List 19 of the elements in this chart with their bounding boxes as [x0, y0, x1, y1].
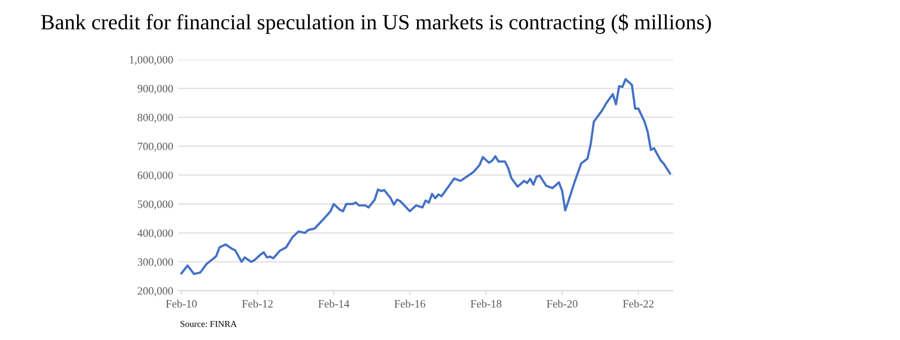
x-tick-label: Feb-12 — [242, 300, 273, 308]
y-tick-label: 300,000 — [138, 258, 173, 268]
y-tick-label: 900,000 — [138, 84, 173, 94]
y-tick-label: 500,000 — [138, 200, 173, 210]
x-tick-label: Feb-14 — [318, 300, 350, 308]
y-tick-label: 400,000 — [137, 229, 173, 238]
line-series — [180, 78, 672, 276]
chart-title: Bank credit for financial speculation in US markets is contracting ($ millions) — [41, 14, 711, 34]
x-tick-label: Feb-10 — [166, 300, 197, 308]
x-tick-label: Feb-22 — [622, 300, 654, 308]
y-tick-label: 800,000 — [138, 114, 173, 123]
x-tick-label: Feb-20 — [546, 300, 578, 308]
x-tick-label: Feb-18 — [470, 300, 502, 308]
source-note: Source: FINRA — [180, 320, 237, 327]
y-tick-label: 600,000 — [138, 172, 173, 181]
y-tick-label: 1,000,000 — [130, 56, 173, 66]
y-tick-label: 200,000 — [138, 287, 173, 296]
y-tick-label: 700,000 — [138, 142, 173, 152]
x-tick-label: Feb-16 — [394, 300, 426, 308]
